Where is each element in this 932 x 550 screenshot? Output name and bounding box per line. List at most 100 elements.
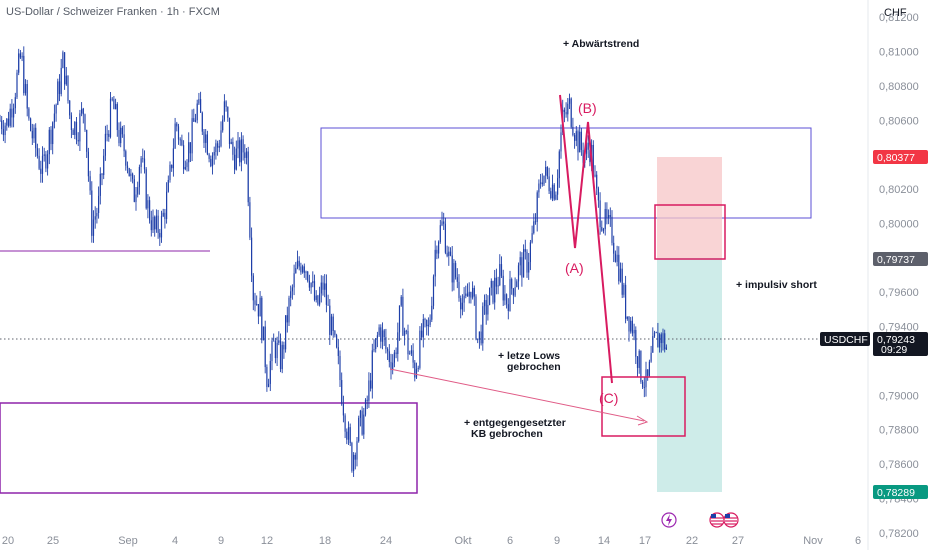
abc-wave-line[interactable] bbox=[559, 94, 613, 384]
candle-body bbox=[495, 277, 497, 287]
candle-body bbox=[548, 176, 550, 192]
supply-zone-box[interactable] bbox=[320, 127, 812, 219]
candle-body bbox=[329, 305, 331, 335]
candle-body bbox=[174, 123, 176, 149]
candle-body bbox=[264, 326, 266, 368]
candle-body bbox=[354, 454, 356, 460]
candle-body bbox=[132, 173, 134, 180]
candle-body bbox=[33, 127, 35, 139]
candle-body bbox=[171, 164, 173, 169]
candle-body bbox=[563, 109, 565, 113]
candle-body bbox=[361, 410, 363, 435]
candle-body bbox=[269, 360, 271, 384]
candle-body bbox=[371, 350, 373, 389]
candle-body bbox=[7, 118, 10, 126]
x-tick-label: Sep bbox=[118, 535, 138, 547]
candle-body bbox=[1, 120, 3, 130]
current-price-tag-text: 0,79243 bbox=[877, 334, 915, 346]
candle-body bbox=[288, 297, 290, 323]
candle-body bbox=[405, 330, 407, 332]
candle-body bbox=[279, 340, 282, 370]
target-zone-box[interactable] bbox=[601, 376, 686, 437]
candle-body bbox=[75, 121, 78, 140]
candle-body bbox=[665, 347, 667, 350]
candle-body bbox=[62, 52, 64, 68]
entry-price-tag bbox=[873, 252, 928, 266]
x-tick-label: 25 bbox=[47, 535, 59, 547]
candle-body bbox=[434, 249, 436, 277]
us-flag-event-icon[interactable] bbox=[709, 512, 725, 528]
candle-body bbox=[490, 280, 492, 288]
candle-body bbox=[152, 216, 154, 231]
y-axis[interactable]: 0,81200 0,81000 0,80800 0,80600 0,80200 0,800… bbox=[879, 12, 919, 540]
candle-body bbox=[446, 252, 448, 257]
candle-body bbox=[91, 190, 93, 236]
candle-body bbox=[359, 410, 361, 418]
candle-body bbox=[370, 380, 372, 389]
candle-body bbox=[256, 304, 258, 305]
candle-body bbox=[9, 108, 11, 126]
candle-body bbox=[541, 182, 543, 185]
candle-body bbox=[353, 454, 355, 471]
candle-body bbox=[293, 273, 295, 288]
candle-body bbox=[655, 332, 657, 334]
candle-body bbox=[77, 139, 79, 142]
candle-body bbox=[298, 260, 300, 267]
candle-body bbox=[14, 97, 16, 109]
candle-body bbox=[448, 251, 450, 257]
candle-body bbox=[613, 242, 615, 254]
candle-body bbox=[404, 330, 406, 336]
candle-body bbox=[295, 268, 297, 274]
candle-body bbox=[499, 264, 501, 286]
x-tick-label: 27 bbox=[732, 535, 744, 547]
candle-body bbox=[424, 319, 426, 321]
candle-body bbox=[291, 287, 293, 292]
candle-body bbox=[472, 287, 474, 298]
countdown-text: 09:29 bbox=[881, 344, 907, 356]
annotation-kb-broken-line2: KB gebrochen bbox=[471, 428, 543, 440]
demand-zone-box[interactable] bbox=[0, 402, 418, 494]
us-flag-event-icon-2[interactable] bbox=[723, 512, 739, 528]
candle-body bbox=[589, 149, 591, 162]
candle-body bbox=[244, 152, 246, 158]
take-profit-area[interactable] bbox=[657, 258, 722, 492]
candle-body bbox=[599, 200, 601, 228]
candle-body bbox=[159, 232, 161, 238]
stop-price-tag bbox=[873, 150, 928, 164]
candle-body bbox=[261, 297, 263, 341]
stop-loss-area[interactable] bbox=[657, 157, 722, 258]
candle-body bbox=[439, 225, 441, 242]
candle-body bbox=[456, 277, 458, 282]
x-axis[interactable]: 20 25 Sep 4 9 12 18 24 Okt 6 9 14 17 22 27 Nov 6 bbox=[2, 535, 861, 547]
candle-body bbox=[378, 327, 380, 336]
candle-body bbox=[232, 141, 234, 155]
candle-body bbox=[572, 126, 574, 136]
candle-body bbox=[339, 356, 341, 381]
candle-body bbox=[553, 184, 555, 200]
candle-body bbox=[487, 304, 489, 315]
candle-body bbox=[662, 333, 664, 344]
candle-body bbox=[618, 254, 620, 282]
lightning-event-icon[interactable] bbox=[661, 512, 677, 528]
candle-body bbox=[575, 131, 577, 141]
candle-body bbox=[223, 101, 225, 120]
candle-body bbox=[574, 135, 576, 141]
broken-lows-arrow[interactable] bbox=[389, 368, 645, 422]
candle-body bbox=[602, 229, 605, 231]
candle-body bbox=[592, 144, 594, 177]
symbol-tag bbox=[820, 332, 870, 346]
entry-zone-box[interactable] bbox=[654, 204, 726, 260]
candle-body bbox=[257, 304, 259, 317]
candle-body bbox=[290, 291, 292, 298]
candle-body bbox=[431, 305, 433, 320]
candle-body bbox=[642, 381, 644, 388]
candle-body bbox=[582, 149, 584, 163]
arrow-head-icon bbox=[636, 415, 649, 426]
current-price-tag bbox=[873, 332, 928, 356]
y-tick-label: 0,81200 bbox=[879, 12, 919, 24]
candle-body bbox=[625, 284, 627, 319]
candle-body bbox=[347, 427, 350, 440]
candle-body bbox=[528, 262, 530, 273]
candle-body bbox=[358, 417, 360, 442]
